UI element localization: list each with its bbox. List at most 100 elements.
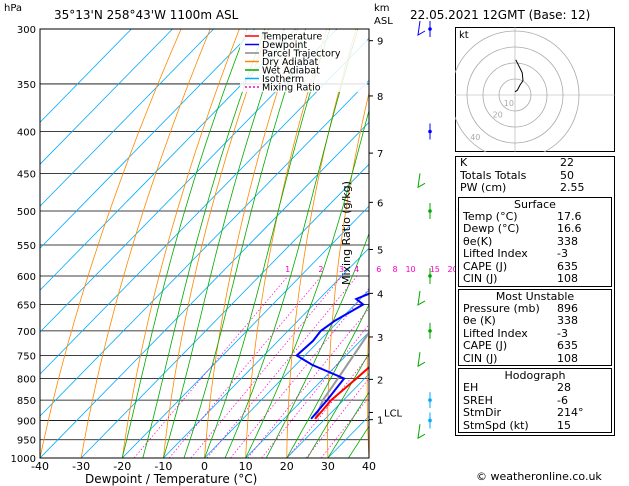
pressure-tick-label: 850 bbox=[17, 396, 36, 407]
skewt-chart: 1234681015202530035040045050055060065070… bbox=[11, 20, 455, 473]
mixing-ratio-label: 10 bbox=[405, 265, 415, 274]
temperature-tick-label: -10 bbox=[154, 460, 172, 473]
hpa-label: hPa bbox=[4, 3, 23, 14]
wet-adiabat bbox=[121, 29, 248, 458]
x-axis-label: Dewpoint / Temperature (°C) bbox=[85, 472, 258, 486]
location-title: 35°13'N 258°43'W 1100m ASL bbox=[54, 8, 239, 22]
hodograph-stat-key: EH bbox=[463, 381, 479, 394]
surface-row: θe(K) 338 bbox=[459, 234, 611, 249]
isotherm-line bbox=[204, 289, 369, 458]
wet-adiabat bbox=[265, 232, 369, 458]
hodograph-stat-key: SREH bbox=[463, 393, 493, 407]
hodograph-stat-key: StmDir bbox=[463, 406, 502, 419]
legend-entry: Parcel Trajectory bbox=[262, 49, 341, 60]
hodograph-stat-value: -6 bbox=[557, 393, 568, 407]
mixing-ratio-line bbox=[247, 307, 369, 458]
surface-key: CIN (J) bbox=[463, 272, 498, 285]
pressure-tick-label: 500 bbox=[17, 207, 36, 218]
surface-value: 17.6 bbox=[557, 209, 582, 223]
wind-barb-dot bbox=[428, 398, 432, 402]
km-tick-label: 4 bbox=[377, 289, 383, 300]
wet-adiabat bbox=[142, 29, 266, 458]
index-row: PW (cm) 2.55 bbox=[456, 181, 614, 195]
dry-adiabat bbox=[80, 29, 211, 458]
wind-barb-dot bbox=[428, 274, 432, 278]
most-unstable-value: 896 bbox=[557, 301, 578, 315]
hodograph-trace bbox=[514, 59, 524, 93]
isotherm-line bbox=[163, 247, 369, 458]
index-value: 50 bbox=[560, 168, 574, 182]
surface-value: 338 bbox=[557, 234, 578, 248]
isotherm-line bbox=[286, 373, 369, 458]
km-tick-label: 5 bbox=[377, 245, 383, 256]
index-value: 22 bbox=[560, 156, 574, 169]
isotherm-line bbox=[80, 163, 369, 458]
hodograph-unit: kt bbox=[459, 30, 469, 41]
most-unstable-key: CAPE (J) bbox=[463, 339, 508, 352]
hodograph-title: Hodograph bbox=[504, 369, 566, 382]
km-tick-label: 1 bbox=[377, 416, 383, 427]
dry-adiabat bbox=[121, 29, 240, 458]
mixing-ratio-line bbox=[190, 275, 343, 458]
isotherm-line bbox=[40, 79, 369, 417]
surface-value: 635 bbox=[557, 259, 578, 273]
isotherm-line bbox=[40, 121, 369, 458]
most-unstable-title: Most Unstable bbox=[495, 289, 575, 303]
isotherm-line bbox=[40, 29, 297, 291]
pressure-tick-label: 300 bbox=[17, 25, 36, 36]
wind-barb-dot bbox=[428, 129, 432, 134]
surface-row: CIN (J) 108 bbox=[459, 272, 611, 286]
dry-adiabat bbox=[245, 29, 328, 458]
most-unstable-key: θe (K) bbox=[463, 314, 496, 327]
km-tick-label: 6 bbox=[377, 198, 383, 209]
wind-barb-flag bbox=[417, 20, 426, 36]
temperature-tick-label: 20 bbox=[280, 460, 294, 473]
mixing-ratio-line bbox=[261, 324, 369, 458]
hodograph-section: Hodograph EH 28 SREH -6 StmDir 214° StmSpd (kt… bbox=[458, 368, 612, 433]
wind-barb-flag bbox=[417, 424, 426, 440]
surface-key: θe(K) bbox=[463, 234, 493, 248]
dry-adiabat bbox=[443, 29, 455, 458]
mixing-ratio-line bbox=[206, 275, 358, 458]
km-tick-label: 7 bbox=[377, 149, 383, 160]
pressure-tick-label: 700 bbox=[17, 327, 36, 338]
hodograph-stat-value: 28 bbox=[557, 381, 571, 394]
dry-adiabat bbox=[327, 91, 369, 458]
most-unstable-value: -3 bbox=[557, 326, 568, 340]
surface-row: Temp (°C) 17.6 bbox=[459, 209, 611, 224]
legend-entry: Mixing Ratio bbox=[262, 83, 321, 94]
surface-key: Lifted Index bbox=[463, 247, 528, 260]
asl-label: ASL bbox=[374, 16, 393, 27]
legend-box bbox=[240, 30, 367, 92]
hodograph-stat-value: 15 bbox=[557, 418, 571, 432]
index-key: PW (cm) bbox=[460, 181, 507, 194]
legend-entry: Dry Adiabat bbox=[262, 57, 319, 68]
mixing-ratio-label: 6 bbox=[376, 265, 381, 274]
km-tick-label: 8 bbox=[377, 92, 383, 103]
index-key: K bbox=[460, 156, 468, 169]
most-unstable-key: Pressure (mb) bbox=[463, 301, 540, 315]
pressure-tick-label: 900 bbox=[17, 416, 36, 427]
dry-adiabat bbox=[406, 29, 444, 458]
pressure-tick-label: 400 bbox=[17, 128, 36, 139]
legend-entry: Temperature bbox=[261, 32, 322, 43]
legend-entry: Isotherm bbox=[262, 74, 304, 85]
index-row: Totals Totals 50 bbox=[456, 168, 614, 183]
isotherm-line bbox=[245, 331, 369, 458]
hodograph-ring-label: 20 bbox=[493, 110, 503, 119]
pressure-tick-label: 800 bbox=[17, 374, 36, 385]
indices-table: K 22 Totals Totals 50 PW (cm) 2.55 Surface Te… bbox=[455, 156, 615, 436]
most-unstable-value: 108 bbox=[557, 351, 578, 365]
surface-key: Temp (°C) bbox=[463, 209, 518, 223]
wind-barb-flag bbox=[417, 352, 426, 368]
pressure-tick-label: 600 bbox=[17, 272, 36, 283]
wet-adiabat bbox=[183, 29, 306, 458]
temperature-tick-label: 10 bbox=[239, 460, 253, 473]
legend-entry: Dewpoint bbox=[262, 40, 307, 51]
hodograph-stat-row: StmSpd (kt) 15 bbox=[459, 418, 611, 433]
surface-row: CAPE (J) 635 bbox=[459, 259, 611, 274]
isotherm-line bbox=[40, 37, 369, 375]
wind-barb-flag bbox=[417, 290, 426, 306]
surface-key: CAPE (J) bbox=[463, 259, 508, 273]
wind-barb-dot bbox=[428, 329, 432, 333]
